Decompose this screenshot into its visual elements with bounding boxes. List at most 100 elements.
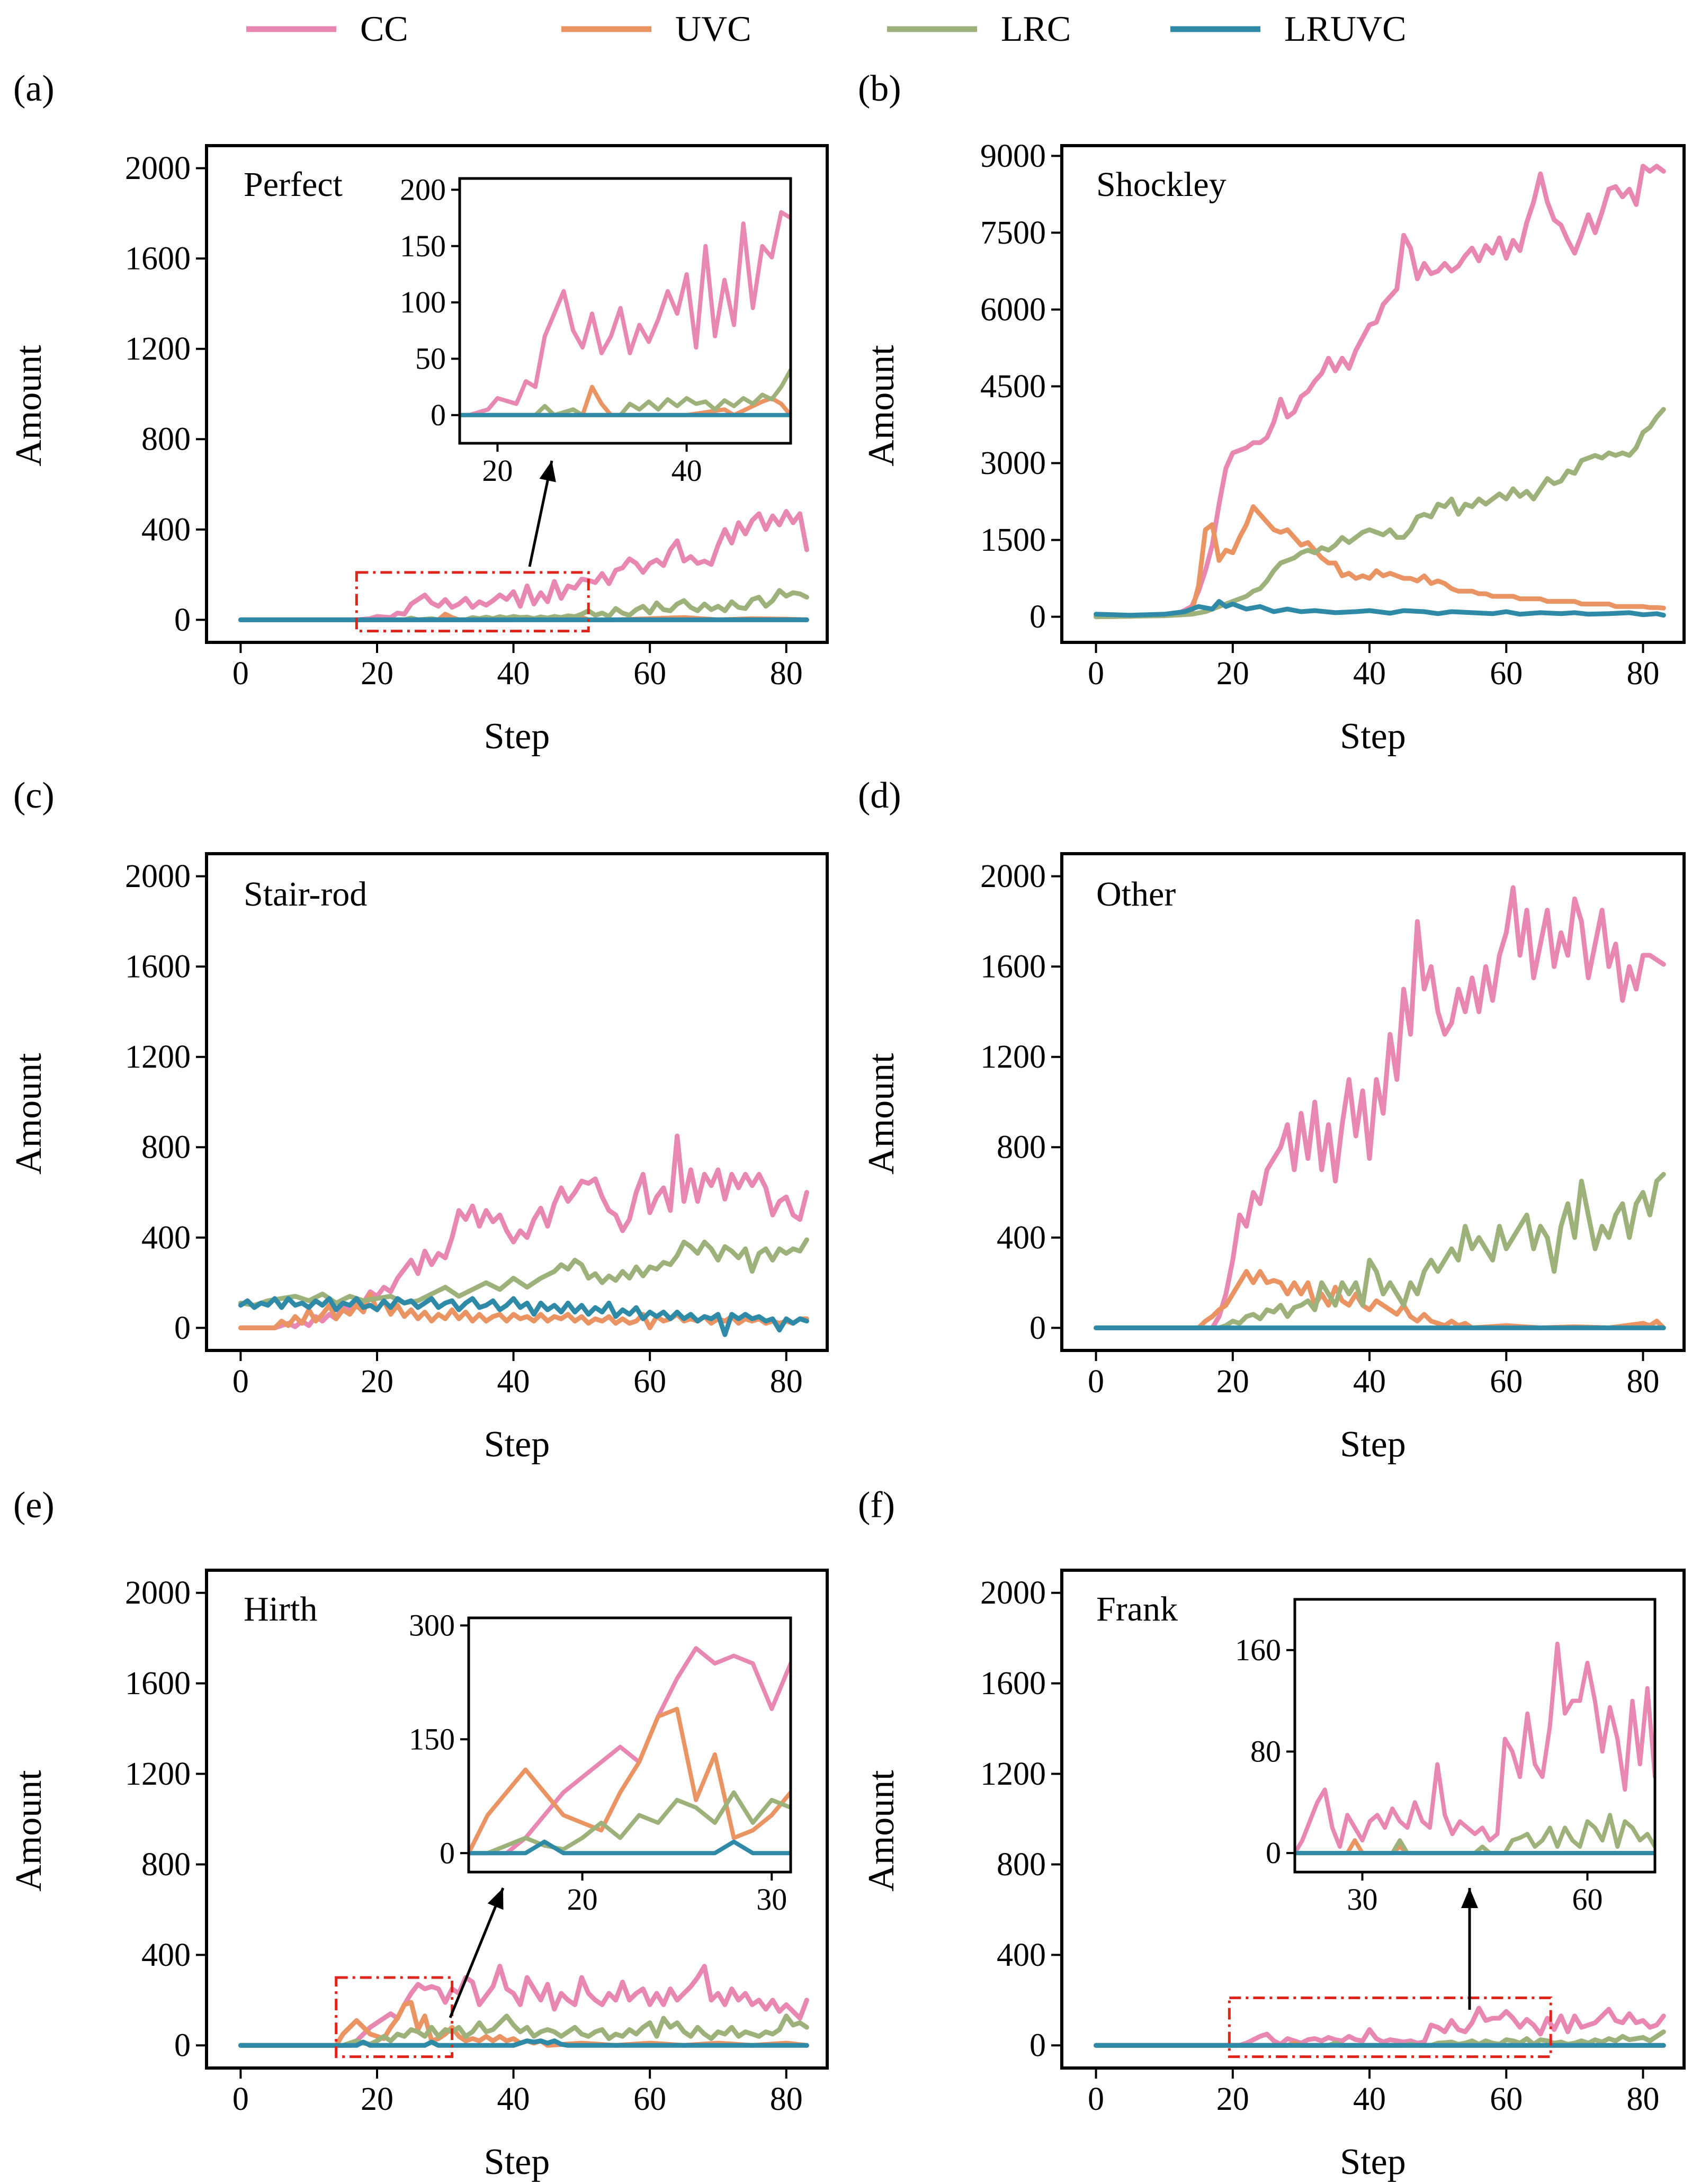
- x-tick-label: 0: [232, 656, 249, 692]
- inset-x-tick-label: 40: [672, 453, 702, 488]
- y-axis-title: Amount: [861, 1770, 902, 1892]
- zoom-arrow-line: [449, 1887, 505, 2018]
- y-tick-label: 2000: [125, 858, 191, 894]
- inset-chart: 30 60 0 80 160: [1235, 1598, 1657, 1917]
- y-tick-label: 0: [1029, 599, 1046, 635]
- series-line-lruvc: [1094, 599, 1666, 618]
- y-tick-label: 400: [141, 1220, 191, 1256]
- chart-title: Shockley: [1096, 165, 1227, 204]
- panel-label: (a): [13, 68, 55, 109]
- y-axis-title: Amount: [861, 345, 902, 467]
- y-axis-title: Amount: [8, 1053, 49, 1175]
- inset-y-tick-label: 150: [409, 1722, 455, 1756]
- y-tick-label: 0: [1029, 1310, 1046, 1346]
- axes-frame: [205, 852, 829, 1352]
- inset-y-tick-label: 160: [1235, 1633, 1281, 1667]
- y-tick-label: 0: [174, 2028, 191, 2064]
- y-tick-label: 1200: [125, 1756, 191, 1792]
- inset-y-tick-label: 0: [431, 398, 446, 432]
- inset-series-group: [469, 1646, 791, 1856]
- y-tick-label: 1200: [980, 1039, 1046, 1075]
- x-tick-label: 20: [1216, 2081, 1249, 2117]
- legend-label-cc: CC: [360, 8, 408, 49]
- series-group: [1094, 2006, 1666, 2048]
- y-tick-label: 2000: [125, 1575, 191, 1611]
- inset-y-tick-label: 300: [409, 1608, 455, 1642]
- y-tick-label: 2000: [980, 858, 1046, 894]
- y-tick-label: 4500: [980, 369, 1046, 405]
- x-tick-label: 20: [361, 1364, 393, 1400]
- x-tick-label: 60: [633, 2081, 666, 2117]
- series-group: [238, 1133, 809, 1337]
- x-tick-label: 0: [1088, 1364, 1104, 1400]
- x-tick-label: 0: [1088, 656, 1104, 692]
- inset-x-tick-label: 60: [1572, 1882, 1603, 1917]
- series-line-cc: [1094, 164, 1666, 620]
- y-tick-label: 1200: [125, 1039, 191, 1075]
- y-tick-label: 1600: [980, 1666, 1046, 1702]
- inset-y-tick-label: 100: [400, 285, 446, 319]
- inset-series-line-lruvc: [469, 1839, 791, 1856]
- inset-series-line-cc: [1295, 1641, 1655, 1856]
- y-tick-label: 1600: [125, 1666, 191, 1702]
- y-axis-title: Amount: [8, 345, 49, 467]
- x-tick-label: 0: [232, 2081, 249, 2117]
- y-tick-label: 400: [141, 1937, 191, 1973]
- x-axis-title: Step: [1340, 716, 1405, 757]
- x-axis-title: Step: [484, 2142, 550, 2182]
- x-tick-label: 80: [1627, 1364, 1660, 1400]
- inset-series-group: [1295, 1641, 1655, 1856]
- inset-axes-frame: [467, 1616, 792, 1874]
- axes-frame: [1060, 144, 1686, 644]
- y-tick-label: 0: [174, 1310, 191, 1346]
- legend-label-uvc: UVC: [675, 8, 751, 49]
- y-tick-label: 800: [141, 1847, 191, 1883]
- x-tick-label: 80: [770, 2081, 803, 2117]
- inset-series-line-cc: [469, 1646, 791, 1856]
- y-tick-label: 7500: [980, 215, 1046, 251]
- zoom-arrow-head: [539, 461, 556, 482]
- legend: CC UVC LRC LRUVC: [246, 8, 1406, 49]
- series-line-lrc: [1094, 1171, 1666, 1330]
- y-tick-label: 1200: [980, 1756, 1046, 1792]
- series-line-uvc: [238, 1291, 809, 1330]
- inset-series-group: [460, 210, 791, 417]
- series-group: [1094, 164, 1666, 620]
- series-line-lruvc: [238, 1296, 809, 1337]
- panel-label: (f): [858, 1485, 895, 1526]
- inset-series-line-uvc: [469, 1706, 791, 1856]
- y-tick-label: 400: [141, 512, 191, 548]
- inset-axes-frame: [458, 177, 792, 445]
- inset-chart: 20 40 0 50 100 150 200: [400, 172, 792, 488]
- y-tick-label: 2000: [980, 1575, 1046, 1611]
- inset-x-tick-label: 20: [567, 1882, 598, 1917]
- inset-series-line-lrc: [469, 1790, 791, 1856]
- x-tick-label: 60: [1490, 2081, 1523, 2117]
- x-tick-label: 20: [1216, 656, 1249, 692]
- inset-y-tick-label: 0: [440, 1836, 455, 1870]
- y-tick-label: 0: [1029, 2028, 1046, 2064]
- zoom-box: [335, 1976, 454, 2058]
- inset-x-tick-label: 30: [1347, 1882, 1378, 1917]
- zoom-box: [1228, 1997, 1552, 2058]
- x-tick-label: 20: [1216, 1364, 1249, 1400]
- x-tick-label: 60: [1490, 1364, 1523, 1400]
- y-tick-label: 1500: [980, 522, 1046, 558]
- series-line-uvc: [1094, 504, 1666, 620]
- x-axis-title: Step: [484, 716, 550, 757]
- inset-x-tick-label: 30: [756, 1882, 787, 1917]
- chart-title: Stair-rod: [244, 875, 367, 914]
- x-tick-label: 80: [770, 1364, 803, 1400]
- inset-axes-frame: [1293, 1598, 1657, 1874]
- x-tick-label: 0: [232, 1364, 249, 1400]
- inset-y-tick-label: 150: [400, 229, 446, 263]
- x-tick-label: 40: [1353, 1364, 1386, 1400]
- x-tick-label: 60: [1490, 656, 1523, 692]
- zoom-arrow-head: [1461, 1888, 1478, 1908]
